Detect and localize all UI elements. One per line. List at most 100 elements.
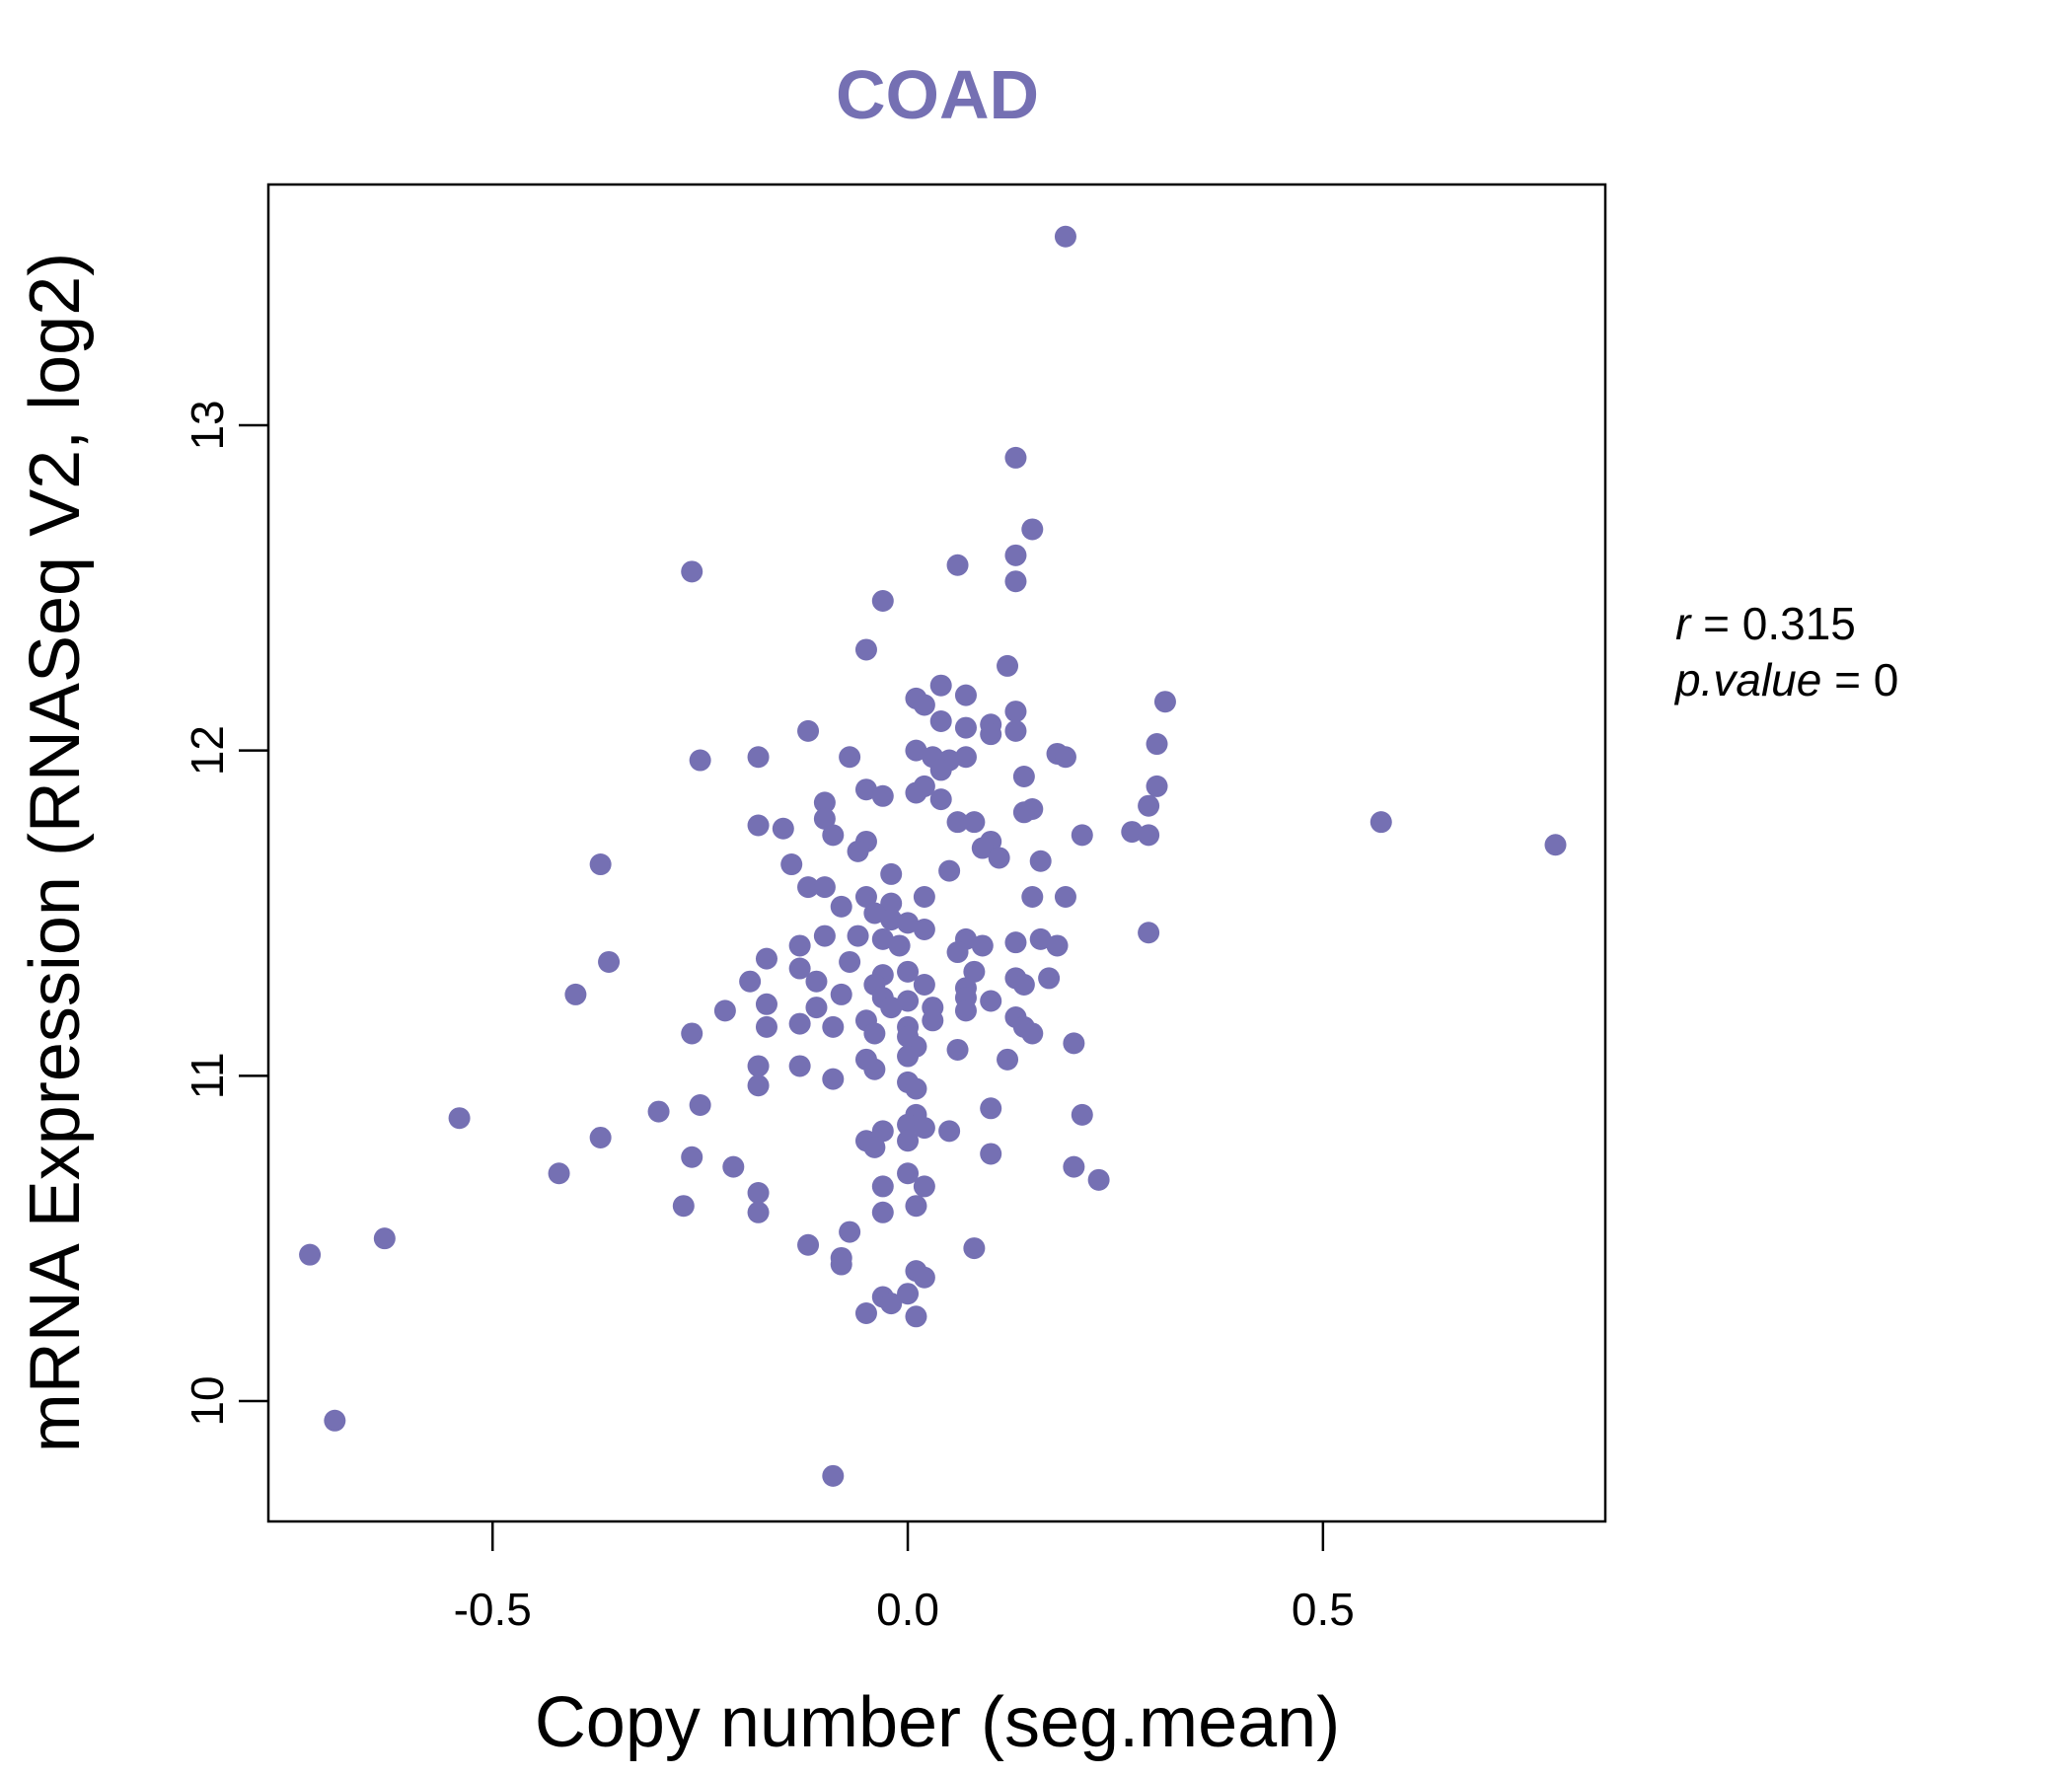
data-point <box>722 1155 745 1178</box>
data-point <box>929 759 952 781</box>
data-point <box>830 983 852 1005</box>
data-point <box>1004 701 1027 723</box>
x-axis-title: Copy number (seg.mean) <box>535 1683 1340 1762</box>
data-point <box>830 895 852 918</box>
data-point <box>797 876 820 899</box>
data-point <box>1021 886 1044 909</box>
data-point <box>847 925 869 947</box>
data-point <box>847 840 869 862</box>
data-point <box>854 1302 877 1325</box>
data-point <box>755 993 777 1015</box>
data-point <box>854 778 877 801</box>
data-point <box>946 554 969 576</box>
data-point <box>755 1015 777 1038</box>
data-point <box>822 1068 845 1090</box>
data-point <box>1153 691 1176 713</box>
data-point <box>739 970 762 993</box>
data-point <box>863 902 886 925</box>
p-equals: = <box>1834 654 1874 705</box>
data-point <box>822 1015 845 1038</box>
data-point <box>1054 886 1076 909</box>
data-point <box>299 1243 322 1266</box>
data-point <box>880 862 903 885</box>
data-point <box>863 1136 886 1158</box>
data-point <box>1021 518 1044 541</box>
data-point <box>1021 1022 1044 1045</box>
data-point <box>772 817 794 840</box>
data-point <box>548 1162 570 1185</box>
y-tick-label: 10 <box>182 1375 233 1426</box>
p-value: 0 <box>1874 654 1899 705</box>
data-point <box>689 749 711 772</box>
data-point <box>913 775 935 797</box>
data-point <box>897 990 920 1012</box>
data-point <box>1004 931 1027 954</box>
data-point <box>1004 719 1027 742</box>
data-point <box>913 918 935 940</box>
y-tick-label: 12 <box>182 725 233 776</box>
data-point <box>880 997 903 1019</box>
data-point <box>1054 746 1076 769</box>
y-tick-label: 11 <box>182 1052 233 1099</box>
data-point <box>913 974 935 997</box>
data-point <box>788 1012 811 1035</box>
data-point <box>897 1283 920 1305</box>
data-point <box>681 1022 703 1045</box>
data-point <box>980 990 1002 1012</box>
data-point <box>780 853 803 876</box>
data-point <box>1012 801 1035 824</box>
data-point <box>839 746 861 769</box>
data-point <box>913 694 935 716</box>
data-point <box>713 999 736 1022</box>
data-point <box>598 950 621 973</box>
data-point <box>897 1113 920 1136</box>
data-point <box>963 1237 986 1260</box>
data-point <box>1004 446 1027 469</box>
data-point <box>854 886 877 909</box>
data-point <box>1054 225 1076 248</box>
plot-frame <box>266 183 1607 1523</box>
data-point <box>1029 927 1052 950</box>
data-point <box>938 859 961 882</box>
data-point <box>324 1409 346 1432</box>
data-point <box>647 1100 670 1123</box>
p-label: p.value <box>1673 654 1821 705</box>
data-point <box>897 912 920 934</box>
data-point <box>755 947 777 970</box>
data-point <box>747 1201 770 1223</box>
data-point <box>797 719 820 742</box>
data-point <box>805 970 828 993</box>
data-point <box>954 999 977 1022</box>
data-point <box>373 1227 396 1250</box>
data-point <box>672 1195 695 1218</box>
data-point <box>805 997 828 1019</box>
data-point <box>813 925 836 947</box>
data-point <box>954 716 977 739</box>
r-label: r <box>1675 598 1692 649</box>
data-point <box>980 1097 1002 1120</box>
y-axis: 10 11 12 13 <box>182 400 268 1427</box>
data-point <box>813 807 836 830</box>
data-point <box>747 1055 770 1077</box>
data-point <box>905 1077 927 1100</box>
data-point <box>839 950 861 973</box>
data-point <box>871 927 894 950</box>
data-point <box>1146 733 1168 756</box>
data-point <box>980 1143 1002 1165</box>
y-tick-label: 13 <box>182 400 233 450</box>
data-point <box>897 1045 920 1068</box>
data-point <box>839 1221 861 1243</box>
data-point <box>963 811 986 834</box>
data-points <box>299 225 1567 1487</box>
data-point <box>797 1233 820 1256</box>
data-point <box>1146 775 1168 797</box>
x-tick-label: 0.0 <box>876 1584 939 1635</box>
chart-title: COAD <box>836 56 1039 133</box>
data-point <box>938 1120 961 1143</box>
data-point <box>1071 824 1093 847</box>
data-point <box>963 960 986 983</box>
data-point <box>946 811 969 834</box>
data-point <box>788 1055 811 1077</box>
